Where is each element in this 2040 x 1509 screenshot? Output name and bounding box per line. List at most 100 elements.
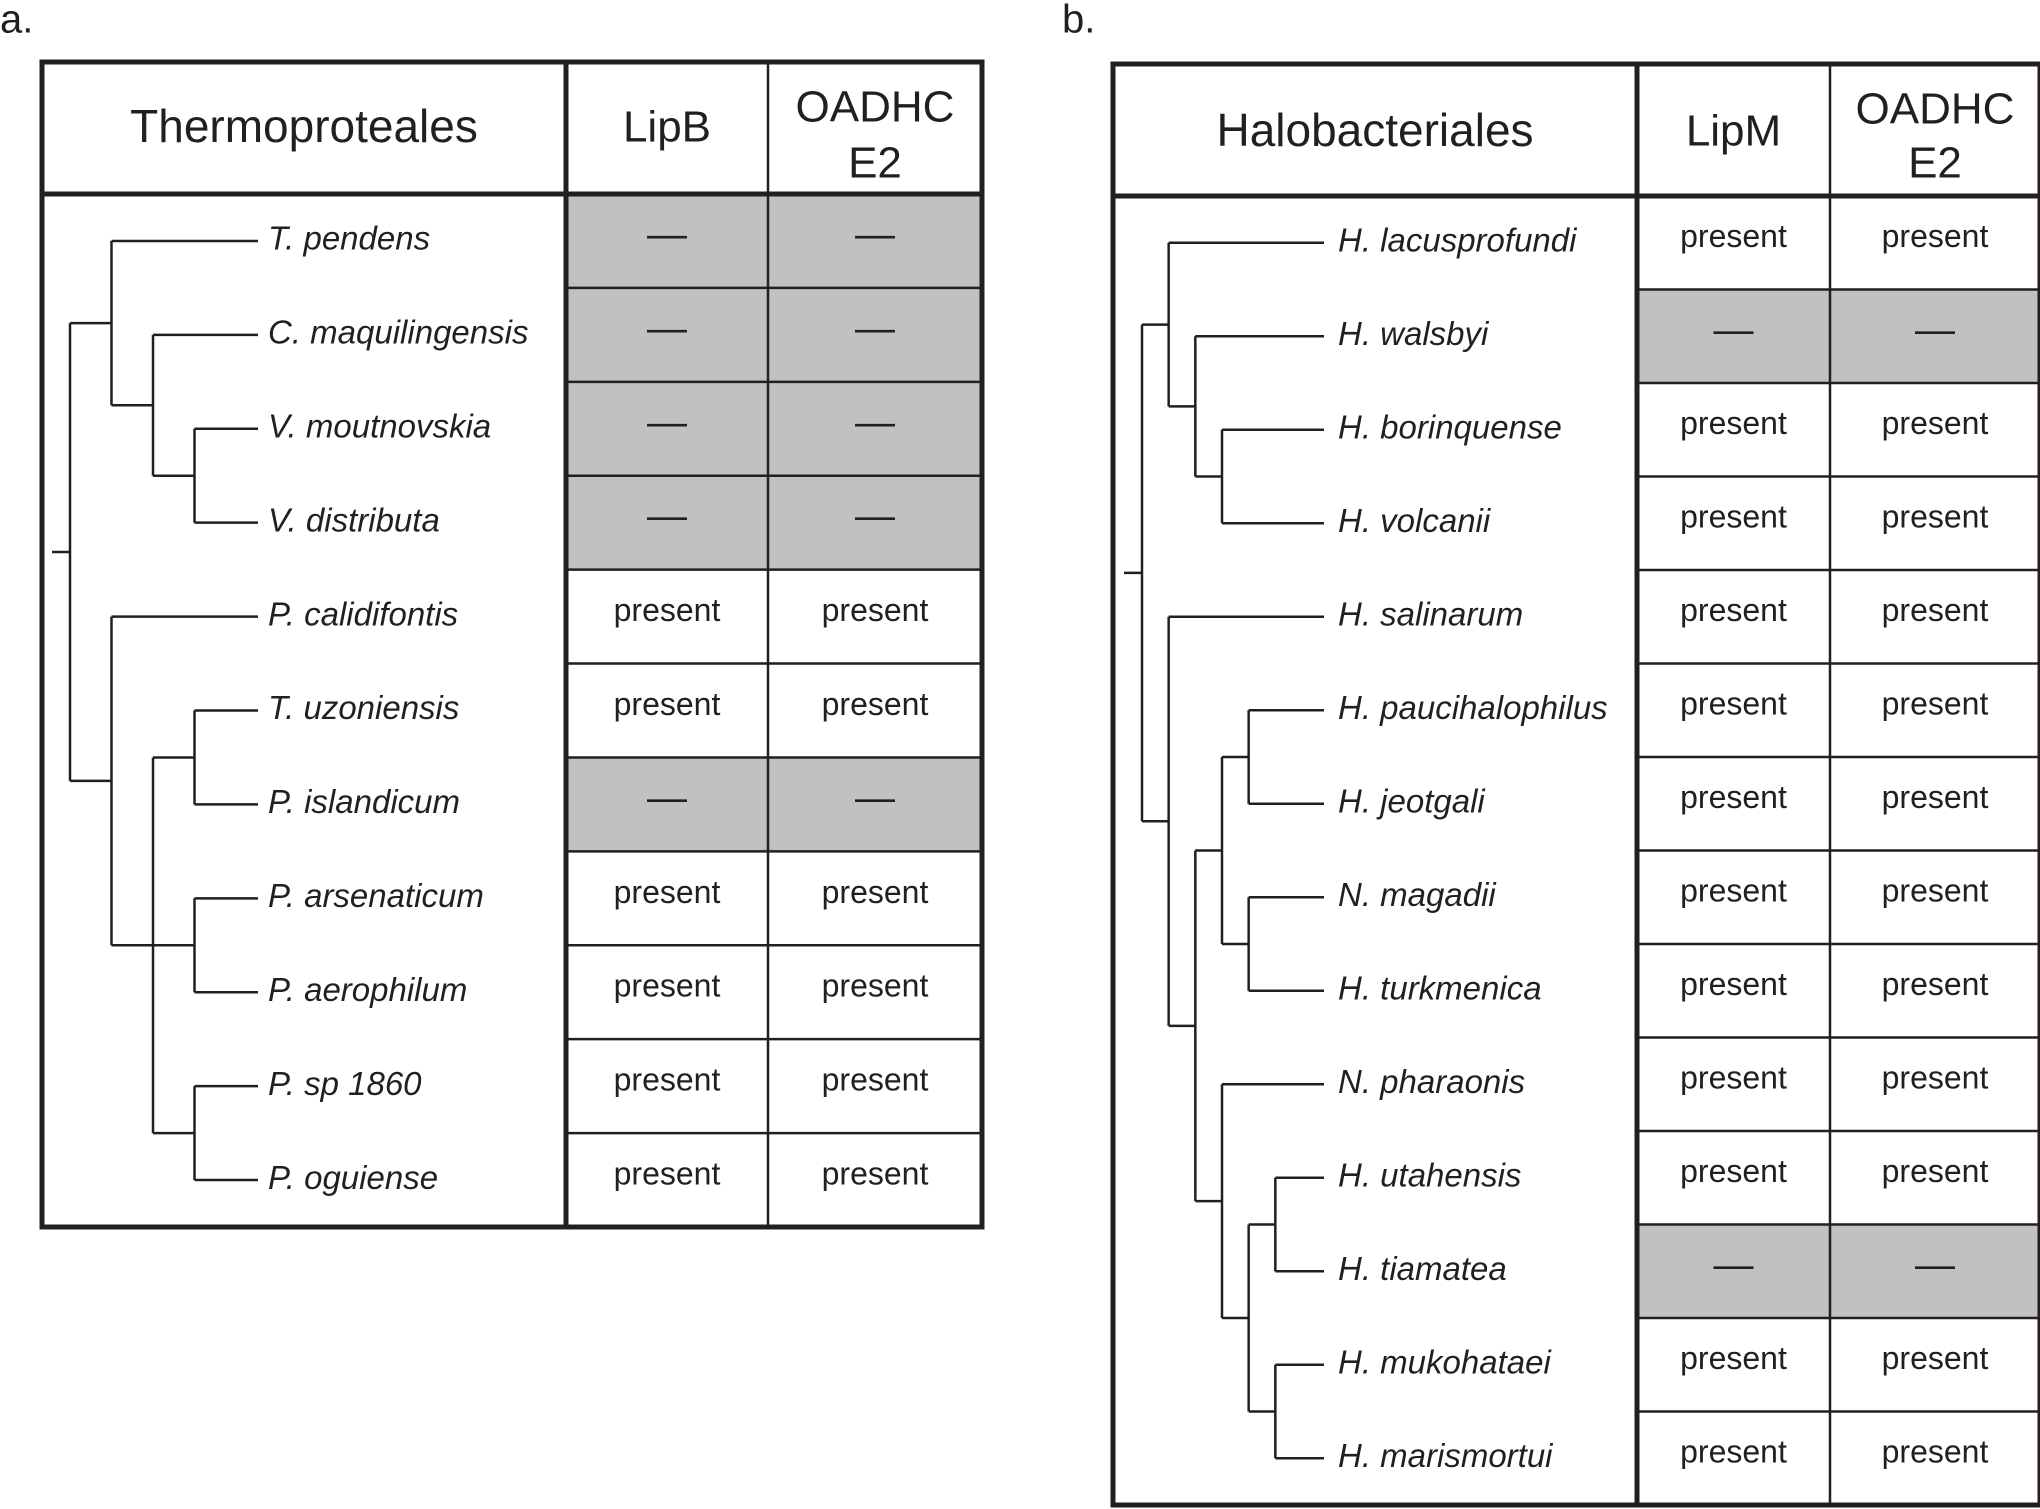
taxon-label: H. jeotgali <box>1338 782 1486 819</box>
taxon-label: N. magadii <box>1338 876 1497 913</box>
cell-col2-bg <box>1830 476 2040 570</box>
cell-col1-bg <box>1637 1318 1830 1412</box>
taxon-label: H. paucihalophilus <box>1338 689 1608 726</box>
taxon-label: H. turkmenica <box>1338 969 1542 1006</box>
present-mark: present <box>1680 1153 1787 1189</box>
cell-col1-bg <box>1637 476 1830 570</box>
cell-col2-bg <box>768 1133 982 1227</box>
cell-col2-bg <box>1830 1224 2040 1318</box>
cell-col1-bg <box>1637 570 1830 664</box>
present-mark: present <box>822 1062 929 1098</box>
present-mark: present <box>614 1062 721 1098</box>
taxon-label: N. pharaonis <box>1338 1063 1525 1100</box>
cell-col1-bg <box>1637 383 1830 477</box>
present-mark: present <box>614 592 721 628</box>
taxon-label: V. moutnovskia <box>268 407 491 444</box>
present-mark: present <box>822 874 929 910</box>
absent-mark: — <box>855 213 895 257</box>
header-col1: LipB <box>623 103 711 152</box>
cell-col1-bg <box>566 287 768 382</box>
cell-col1-bg <box>1637 196 1830 290</box>
cell-col2-bg <box>1830 1318 2040 1412</box>
taxon-label: H. lacusprofundi <box>1338 221 1578 258</box>
cell-col2-bg <box>768 851 982 946</box>
cell-col1-bg <box>1637 663 1830 757</box>
cell-col1-bg <box>566 194 768 288</box>
cell-col2-bg <box>1830 196 2040 290</box>
absent-mark: — <box>647 400 687 444</box>
present-mark: present <box>1680 1434 1787 1470</box>
present-mark: present <box>1680 873 1787 909</box>
absent-mark: — <box>1915 1243 1955 1287</box>
taxon-label: H. mukohataei <box>1338 1343 1552 1380</box>
present-mark: present <box>1680 499 1787 535</box>
absent-mark: — <box>647 776 687 820</box>
present-mark: present <box>1882 1340 1989 1376</box>
cell-col2-bg <box>1830 570 2040 664</box>
cell-col2-bg <box>1830 1037 2040 1131</box>
taxon-label: T. uzoniensis <box>268 689 459 726</box>
cell-col1-bg <box>1637 1411 1830 1505</box>
present-mark: present <box>1680 218 1787 254</box>
header-col1: LipM <box>1686 107 1781 156</box>
cell-col2-bg <box>768 381 982 476</box>
present-mark: present <box>1882 405 1989 441</box>
absent-mark: — <box>647 306 687 350</box>
cell-col1-bg <box>566 381 768 476</box>
present-mark: present <box>822 968 929 1004</box>
cell-col1-bg <box>566 1039 768 1134</box>
cell-col2-bg <box>768 569 982 664</box>
present-mark: present <box>822 1155 929 1191</box>
header-col2-line1: OADHC <box>1856 85 2015 134</box>
taxon-label: H. tiamatea <box>1338 1250 1507 1287</box>
absent-mark: — <box>855 776 895 820</box>
taxon-label: V. distributa <box>268 501 440 538</box>
present-mark: present <box>1882 499 1989 535</box>
taxon-label: H. utahensis <box>1338 1156 1521 1193</box>
present-mark: present <box>1680 1060 1787 1096</box>
cell-col1-bg <box>1637 1037 1830 1131</box>
table-border <box>39 59 985 1230</box>
panel-a: a. Thermoproteales LipB OADHC E2 T. pendens — —… <box>0 0 985 1230</box>
cell-col1-bg <box>566 851 768 946</box>
present-mark: present <box>614 686 721 722</box>
absent-mark: — <box>855 306 895 350</box>
present-mark: present <box>1680 779 1787 815</box>
present-mark: present <box>1680 686 1787 722</box>
present-mark: present <box>1882 592 1989 628</box>
present-mark: present <box>822 592 929 628</box>
cell-col2-bg <box>1830 383 2040 477</box>
cell-col2-bg <box>1830 850 2040 944</box>
cell-col1-bg <box>1637 1224 1830 1318</box>
cell-col1-bg <box>566 663 768 758</box>
header-col2-line2: E2 <box>1908 139 1962 188</box>
absent-mark: — <box>1714 308 1754 352</box>
present-mark: present <box>1680 966 1787 1002</box>
cell-col2-bg <box>768 1039 982 1134</box>
present-mark: present <box>822 686 929 722</box>
cell-col2-bg <box>768 945 982 1040</box>
cell-col1-bg <box>1637 289 1830 383</box>
cell-col1-bg <box>566 1133 768 1227</box>
phylogenetic-tree <box>52 239 258 1182</box>
present-mark: present <box>1680 405 1787 441</box>
present-mark: present <box>1882 1060 1989 1096</box>
cell-col1-bg <box>566 475 768 570</box>
taxon-label: P. oguiense <box>268 1159 438 1196</box>
header-col2-line2: E2 <box>848 139 902 188</box>
cell-col1-bg <box>566 569 768 664</box>
cell-col2-bg <box>768 194 982 288</box>
taxon-label: H. volcanii <box>1338 502 1492 539</box>
cell-col2-bg <box>1830 289 2040 383</box>
panel-label: a. <box>0 0 33 42</box>
present-mark: present <box>614 1155 721 1191</box>
panel-label: b. <box>1062 0 1095 42</box>
present-mark: present <box>1882 966 1989 1002</box>
phylogenetic-tree <box>1124 241 1324 1460</box>
absent-mark: — <box>855 494 895 538</box>
cell-col2-bg <box>768 475 982 570</box>
cell-col1-bg <box>566 757 768 852</box>
present-mark: present <box>1882 686 1989 722</box>
cell-col2-bg <box>1830 1411 2040 1505</box>
